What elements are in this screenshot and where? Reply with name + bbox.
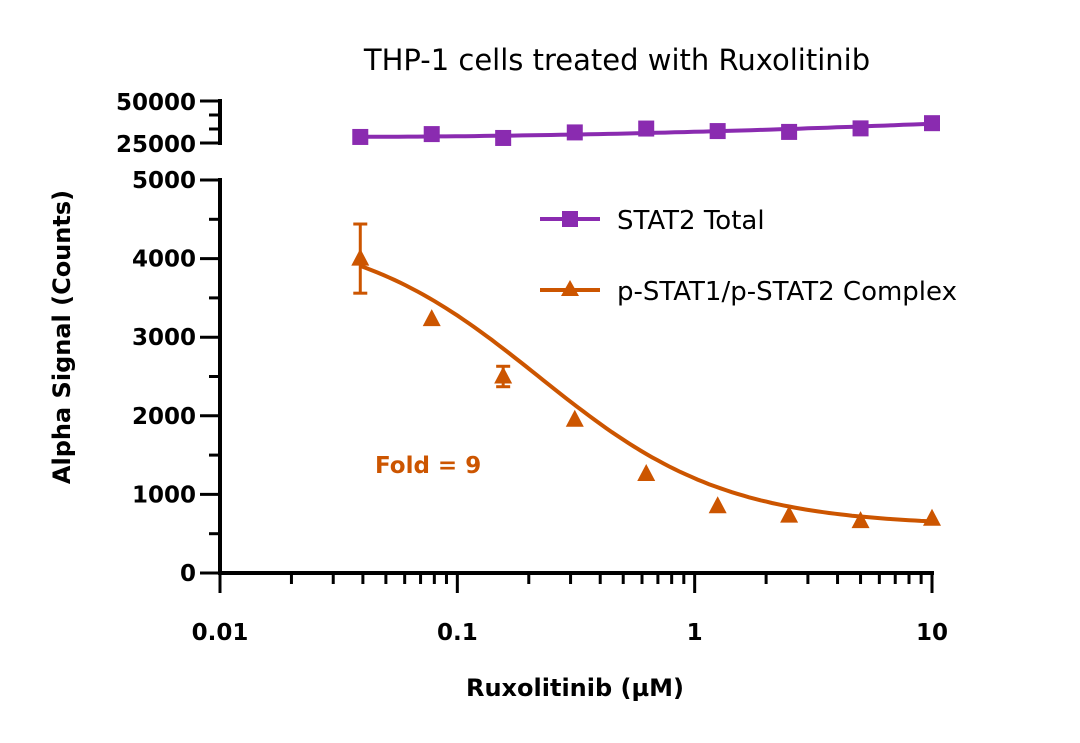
stat2-total-point: [709, 123, 726, 140]
stat2-total-point: [566, 124, 583, 141]
complex-fit-curve: [359, 264, 933, 524]
y-tick-label: 50000: [116, 90, 196, 116]
legend-label-complex: p-STAT1/p-STAT2 Complex: [617, 277, 957, 307]
complex-point: [565, 409, 584, 427]
y-tick-label: 25000: [116, 132, 196, 158]
stat2-total-point: [781, 123, 798, 140]
stat2-total-point: [352, 128, 369, 145]
y-axis-label: Alpha Signal (Counts): [48, 190, 76, 484]
y-tick-label: 3000: [132, 325, 196, 351]
legend-label-stat2-total: STAT2 Total: [617, 206, 765, 236]
x-tick-label: 0.01: [192, 620, 249, 646]
complex-point: [422, 309, 441, 327]
y-tick-label: 1000: [132, 482, 196, 508]
stat2-total-point: [924, 115, 940, 132]
stat2-total-point: [495, 129, 512, 146]
legend-marker-triangle: [561, 280, 579, 296]
complex-point: [851, 511, 870, 529]
chart-title: THP-1 cells treated with Ruxolitinib: [363, 43, 870, 77]
x-tick-label: 1: [687, 620, 703, 646]
complex-point: [351, 248, 370, 266]
legend: STAT2 Total p-STAT1/p-STAT2 Complex: [540, 206, 957, 307]
stat2-total-point: [638, 120, 655, 137]
y-tick-label: 5000: [132, 168, 196, 194]
x-tick-label: 10: [916, 620, 948, 646]
x-tick-label: 0.1: [437, 620, 478, 646]
marks: [351, 115, 941, 529]
stat2-total-point: [423, 126, 440, 143]
stat2-total-point: [852, 120, 869, 137]
fold-annotation: Fold = 9: [375, 453, 481, 479]
complex-point: [494, 366, 513, 384]
y-tick-label: 2000: [132, 404, 196, 430]
complex-point: [637, 463, 656, 481]
legend-marker-square: [562, 211, 578, 227]
complex-point: [708, 496, 727, 514]
complex-point: [780, 505, 799, 523]
x-axis-label: Ruxolitinib (µM): [466, 674, 684, 702]
y-tick-label: 0: [180, 561, 196, 587]
axes: 0.01 0.1 1 10 0 1000 2000 3000 4000 5000 25000 5000…: [116, 90, 948, 646]
y-tick-label: 4000: [132, 247, 196, 273]
complex-point: [923, 508, 941, 526]
